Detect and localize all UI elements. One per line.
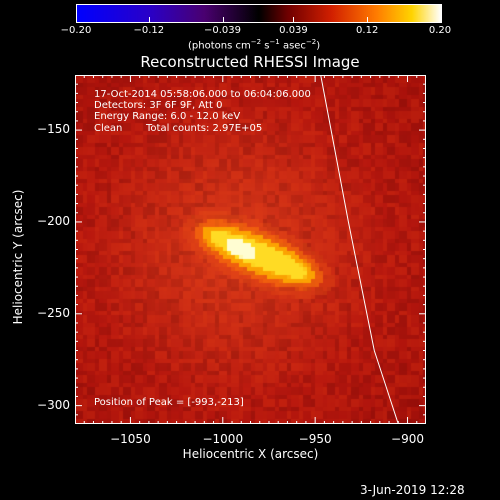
colorbar-tick [293,17,295,22]
colorbar [76,4,442,23]
y-tick-label: −200 [37,213,70,228]
y-tick-label: −300 [37,397,70,412]
colorbar-tick-label: −0.039 [203,25,241,36]
x-axis-label: Heliocentric X (arcsec) [182,447,319,461]
solar-limb-line [320,75,399,424]
annotation-energy: Energy Range: 6.0 - 12.0 keV [94,111,241,122]
colorbar-tick-label: 0.20 [428,25,452,36]
colorbar-tick [222,17,224,22]
x-tick-label: −900 [391,432,424,446]
annotation-time-range: 17-Oct-2014 05:58:06.000 to 06:04:06.000 [94,89,311,100]
colorbar-unit-label: (photons cm−2 s−1 asec−2) [188,38,321,52]
x-tick-label: −1050 [110,432,151,446]
annotation-peak: Position of Peak = [-993,-213] [94,397,244,408]
chart-title: Reconstructed RHESSI Image [140,53,360,71]
colorbar-tick-label: 0.039 [279,25,308,36]
y-tick-label: −150 [37,122,70,137]
plot-frame [75,75,426,424]
colorbar-tick [76,17,77,22]
annotation-clean: Clean [94,123,123,134]
x-tick-label: −950 [298,432,332,446]
colorbar-tick [367,17,369,22]
colorbar-tick-label: 0.12 [356,25,379,36]
y-axis-label: Heliocentric Y (arcsec) [11,189,25,325]
x-tick-label: −1000 [202,432,244,446]
footer-timestamp: 3-Jun-2019 12:28 [360,483,465,497]
colorbar-tick-label: −0.12 [133,25,165,36]
colorbar-tick [148,17,150,22]
y-tick-label: −250 [37,305,70,320]
annotation-detectors: Detectors: 3F 6F 9F, Att 0 [94,100,223,111]
colorbar-tick-label: −0.20 [60,25,92,36]
annotation-counts: Total counts: 2.97E+05 [146,123,263,134]
heatmap-image [75,75,426,424]
colorbar-tick [440,17,441,22]
